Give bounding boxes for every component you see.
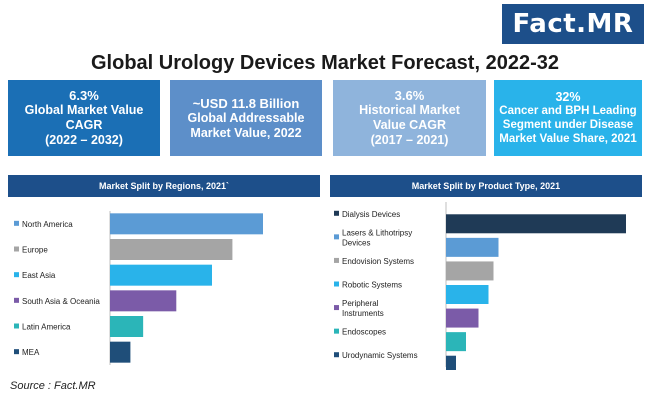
legend-marker: [14, 297, 19, 303]
bar: [110, 239, 233, 260]
kpi-value: 3.6%: [394, 88, 425, 103]
category-label: Latin America: [22, 323, 71, 332]
bar: [446, 308, 479, 328]
page-title: Global Urology Devices Market Forecast, …: [91, 52, 559, 74]
kpi-value: 6.3%: [69, 88, 99, 103]
legend-marker: [14, 246, 19, 252]
product-type-bar-chart: Dialysis Devices Lasers & Lithotripsy Devi…: [334, 202, 626, 370]
kpi-value: 32%: [555, 90, 581, 104]
category-label: Europe: [22, 246, 48, 255]
kpi-label: (2017 – 2021): [370, 133, 449, 147]
legend-marker: [14, 220, 19, 226]
kpi-label: Historical Market: [359, 103, 460, 117]
kpi-label: Market Value, 2022: [190, 125, 302, 140]
legend-marker: [14, 323, 19, 329]
kpi-label: Global Market Value: [24, 103, 144, 117]
bar: [446, 237, 499, 257]
category-label: MEA: [22, 348, 40, 357]
legend-marker: [14, 272, 19, 278]
kpi-card-market-cagr: 6.3% Global Market Value CAGR (2022 – 20…: [8, 80, 160, 156]
regions-chart-title: Market Split by Regions, 2021`: [8, 175, 320, 197]
bar: [110, 316, 144, 337]
category-label: East Asia: [22, 271, 56, 280]
kpi-card-addressable-value: ~USD 11.8 Billion Global Addressable Mar…: [170, 80, 322, 156]
kpi-label: CAGR: [65, 118, 103, 132]
category-label: North America: [22, 220, 73, 229]
kpi-card-historical-cagr: 3.6% Historical Market Value CAGR (2017 …: [333, 80, 486, 156]
category-label: Peripheral Instruments: [342, 299, 384, 318]
kpi-label: Value CAGR: [373, 118, 446, 132]
regions-bar-chart: North America Europe East Asia South Asia &…: [14, 211, 263, 365]
kpi-label: (2022 – 2032): [45, 133, 123, 147]
fact-mr-logo: Fact.MR: [502, 4, 644, 44]
category-label: Robotic Systems: [342, 281, 402, 290]
product-type-chart-title: Market Split by Product Type, 2021: [330, 175, 642, 197]
bar: [446, 355, 456, 370]
bar: [446, 332, 466, 352]
category-label: Dialysis Devices: [342, 210, 400, 219]
bar: [110, 213, 263, 235]
legend-marker: [334, 234, 339, 240]
legend-marker: [334, 352, 339, 358]
legend-marker: [334, 210, 339, 216]
legend-marker: [334, 281, 339, 287]
bar: [446, 261, 494, 281]
kpi-label: Global Addressable: [187, 110, 305, 125]
category-label: Endovision Systems: [342, 257, 414, 266]
category-label: Urodynamic Systems: [342, 351, 418, 360]
bar: [110, 341, 131, 363]
bar: [110, 264, 212, 286]
kpi-label: Segment under Disease: [502, 119, 634, 131]
bar: [446, 214, 626, 234]
bar: [110, 290, 177, 312]
category-label: Endoscopes: [342, 328, 386, 337]
category-label: South Asia & Oceania: [22, 297, 100, 306]
legend-marker: [334, 257, 339, 263]
kpi-value: ~USD 11.8 Billion: [192, 95, 300, 111]
kpi-label: Cancer and BPH Leading: [499, 105, 637, 117]
legend-marker: [14, 349, 19, 355]
source-note: Source : Fact.MR: [10, 380, 96, 392]
legend-marker: [334, 305, 339, 311]
kpi-label: Market Value Share, 2021: [499, 133, 637, 145]
category-label: Lasers & Lithotripsy Devices: [342, 228, 412, 247]
kpi-card-leading-segment: 32% Cancer and BPH Leading Segment under…: [494, 80, 642, 156]
bar: [446, 285, 489, 304]
legend-marker: [334, 328, 339, 334]
